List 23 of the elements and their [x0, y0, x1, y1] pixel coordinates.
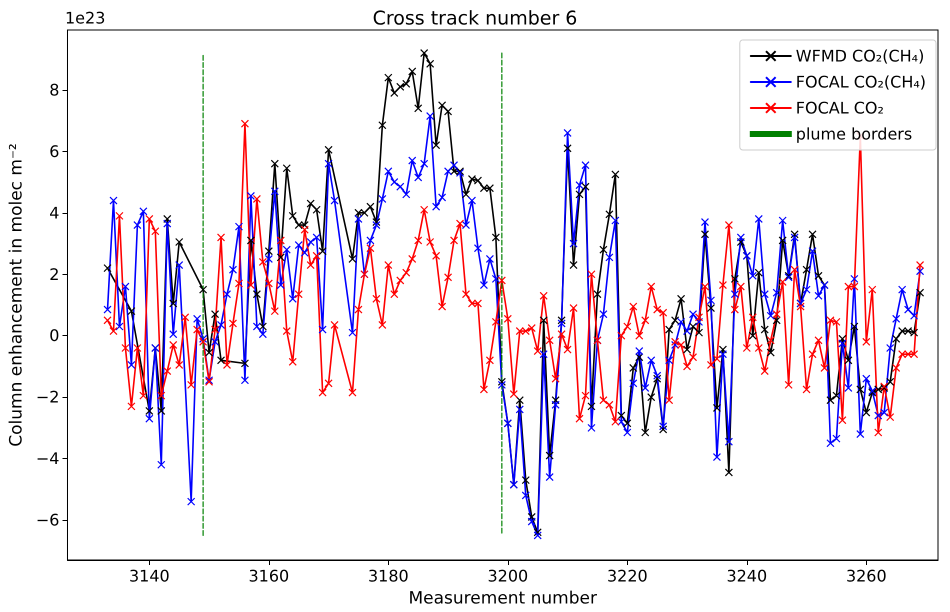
- x-tick-label: 3180: [368, 566, 409, 586]
- x-tick-label: 3160: [248, 566, 290, 586]
- text: 1e23: [65, 8, 106, 28]
- legend-label: plume borders: [796, 124, 912, 144]
- x-tick-label: 3240: [726, 566, 768, 586]
- y-axis-title: Column enhancement in molec m⁻²: [6, 143, 26, 447]
- legend-label: WFMD CO₂(CH₄): [796, 46, 924, 66]
- x-tick-label: 3200: [487, 566, 528, 586]
- legend-label: FOCAL CO₂(CH₄): [796, 72, 926, 92]
- y-tick-label: −4: [36, 449, 60, 468]
- y-tick-label: 0: [49, 326, 60, 346]
- x-tick-label: 3220: [606, 566, 648, 586]
- y-tick-label: 2: [49, 264, 60, 284]
- legend-label: FOCAL CO₂: [796, 98, 884, 118]
- chart-title: Cross track number 6: [372, 8, 578, 30]
- y-tick-label: 8: [49, 80, 60, 100]
- y-tick-label: 6: [49, 142, 60, 161]
- y-tick-label: −6: [36, 510, 60, 530]
- x-tick-label: 3260: [846, 566, 887, 586]
- x-axis-title: Measurement number: [408, 588, 597, 608]
- y-tick-label: 4: [49, 203, 60, 222]
- x-tick-label: 3140: [128, 566, 170, 586]
- y-tick-label: −2: [36, 388, 60, 407]
